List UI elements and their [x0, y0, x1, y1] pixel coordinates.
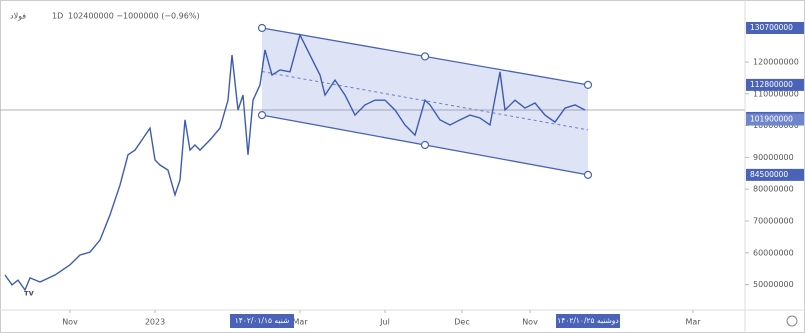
interval: 1D [52, 12, 63, 21]
x-tick-label: Mar [685, 318, 701, 327]
price-line [4, 33, 586, 292]
price-highlight [746, 78, 804, 91]
channel-handle[interactable] [420, 52, 430, 61]
x-tick-label: Nov [62, 318, 78, 327]
y-tick-label: 50000000 [753, 280, 794, 289]
y-tick-label: 70000000 [753, 216, 794, 225]
y-tick-label: 60000000 [753, 248, 794, 257]
price-highlight [746, 168, 804, 181]
price-highlight [746, 113, 804, 126]
time-highlight [230, 314, 294, 328]
channel-handle[interactable] [257, 110, 267, 120]
y-tick-label: 100000000 [753, 121, 799, 130]
channel-handle[interactable] [257, 23, 267, 33]
x-tick-label: Jul [379, 318, 390, 327]
y-tick-label: 90000000 [753, 153, 794, 162]
logo: ᴛᴠ [24, 289, 35, 298]
channel-handle[interactable] [583, 170, 593, 179]
quote: 102400000 −1000000 (−0.96%) [68, 12, 200, 21]
time-highlight [556, 314, 620, 328]
channel-handle[interactable] [420, 140, 430, 150]
y-tick-label: 80000000 [753, 185, 794, 194]
settings-icon[interactable] [786, 315, 798, 327]
price-highlight-label: 101900000 [750, 115, 793, 124]
y-tick-label: 120000000 [753, 58, 799, 67]
time-highlight-label: ۱۴۰۲/۰۱/۱۵ شنبه [235, 316, 290, 325]
price-highlight [746, 21, 804, 34]
price-highlight-label: 130700000 [750, 23, 793, 32]
x-tick-label: Nov [522, 318, 538, 327]
price-highlight-label: 112800000 [750, 80, 793, 89]
time-highlight-label: ۱۴۰۲/۱۰/۲۵ دوشنبه [557, 316, 618, 325]
x-tick-label: Mar [292, 318, 308, 327]
y-tick-label: 110000000 [753, 89, 799, 98]
price-highlight-label: 84500000 [750, 170, 788, 179]
x-tick-label: Dec [454, 318, 469, 327]
channel-handle[interactable] [583, 80, 593, 89]
channel-mid [261, 71, 589, 131]
symbol: فولاد [10, 12, 26, 21]
x-tick-label: 2023 [145, 318, 165, 327]
